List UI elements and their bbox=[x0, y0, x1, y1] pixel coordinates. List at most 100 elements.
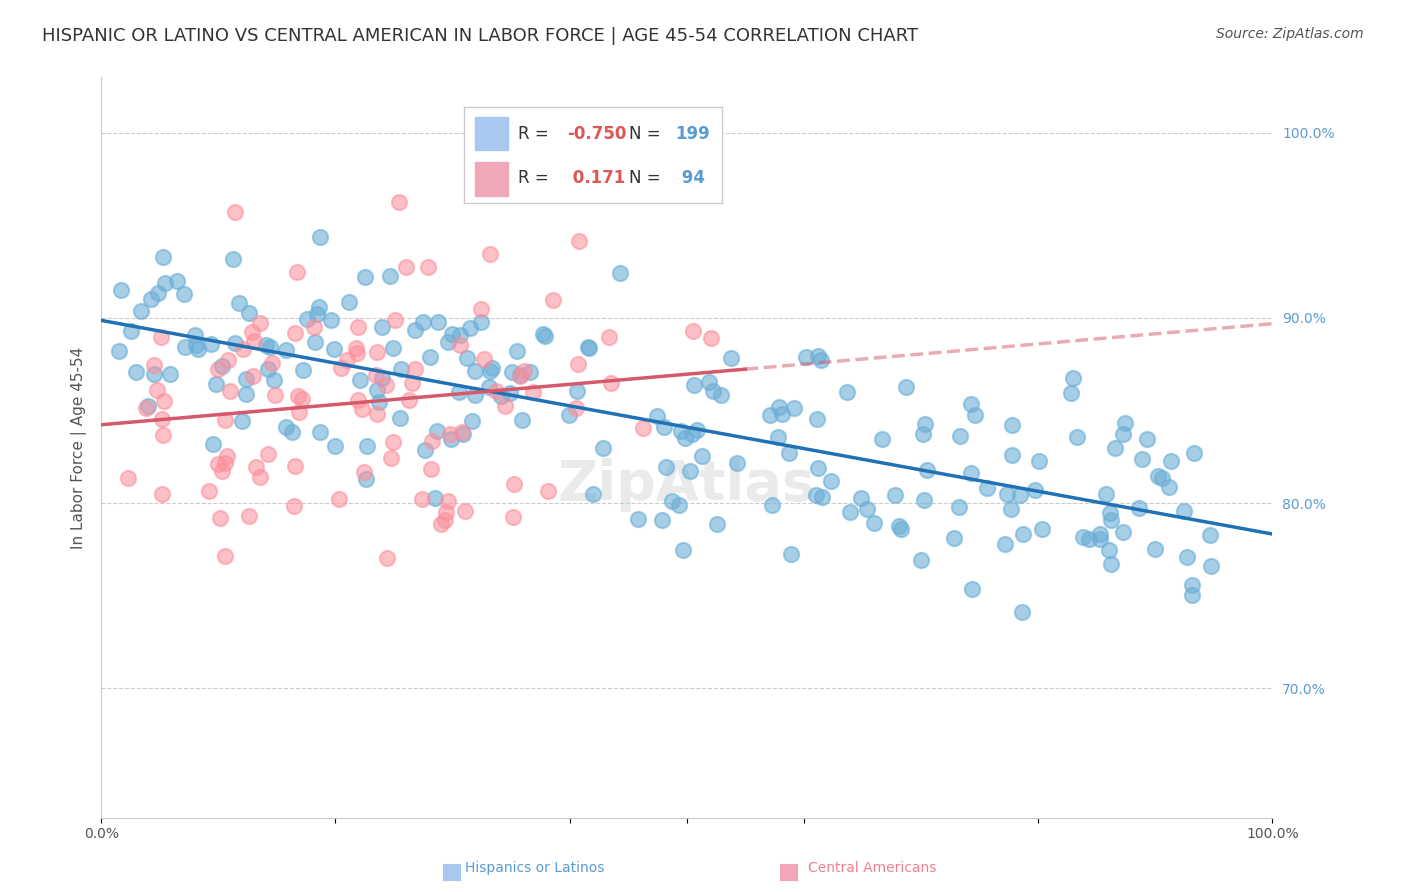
Point bbox=[349, 373, 371, 387]
Point bbox=[433, 513, 456, 527]
Point bbox=[464, 364, 486, 378]
Point bbox=[419, 462, 441, 476]
Point bbox=[896, 379, 918, 393]
Point bbox=[305, 307, 328, 321]
Point bbox=[682, 324, 704, 338]
Point bbox=[152, 428, 174, 442]
Point bbox=[401, 376, 423, 391]
Point bbox=[388, 411, 411, 425]
Point bbox=[249, 316, 271, 330]
Point bbox=[395, 260, 418, 274]
Point bbox=[382, 341, 405, 355]
Point bbox=[1028, 454, 1050, 468]
Point bbox=[491, 389, 513, 403]
Point bbox=[295, 312, 318, 326]
Point bbox=[960, 582, 983, 596]
Point bbox=[1099, 513, 1122, 527]
Point bbox=[576, 340, 599, 354]
Point bbox=[129, 304, 152, 318]
Point bbox=[1181, 588, 1204, 602]
Point bbox=[214, 456, 236, 470]
Point bbox=[436, 335, 458, 350]
Point bbox=[1010, 488, 1032, 502]
Point bbox=[276, 343, 298, 357]
Point bbox=[309, 230, 332, 244]
Point bbox=[211, 464, 233, 478]
Point bbox=[374, 378, 396, 392]
Y-axis label: In Labor Force | Age 45-54: In Labor Force | Age 45-54 bbox=[72, 346, 87, 549]
Point bbox=[205, 376, 228, 391]
Point bbox=[568, 234, 591, 248]
Point bbox=[706, 517, 728, 532]
Point bbox=[458, 321, 481, 335]
Point bbox=[228, 295, 250, 310]
Point bbox=[558, 408, 581, 422]
Point bbox=[108, 343, 131, 358]
Point bbox=[214, 549, 236, 563]
Point bbox=[870, 433, 893, 447]
Point bbox=[166, 274, 188, 288]
Point bbox=[1088, 533, 1111, 547]
Point bbox=[509, 368, 531, 382]
Point bbox=[942, 532, 965, 546]
Point bbox=[890, 523, 912, 537]
Point bbox=[849, 491, 872, 505]
Text: Source: ZipAtlas.com: Source: ZipAtlas.com bbox=[1216, 27, 1364, 41]
Point bbox=[207, 361, 229, 376]
Point bbox=[232, 342, 254, 356]
Point bbox=[145, 383, 167, 397]
Point bbox=[1114, 416, 1136, 430]
Point bbox=[337, 294, 360, 309]
Point bbox=[647, 409, 669, 423]
Point bbox=[308, 300, 330, 314]
Point bbox=[1097, 542, 1119, 557]
Point bbox=[609, 266, 631, 280]
Point bbox=[309, 425, 332, 439]
Point bbox=[117, 471, 139, 485]
Point bbox=[1150, 471, 1173, 485]
Point bbox=[1024, 483, 1046, 497]
Point bbox=[1182, 446, 1205, 460]
Point bbox=[531, 326, 554, 341]
Point bbox=[778, 446, 800, 460]
Point bbox=[398, 392, 420, 407]
Point bbox=[537, 483, 560, 498]
Point bbox=[323, 439, 346, 453]
Point bbox=[447, 384, 470, 399]
Point bbox=[633, 420, 655, 434]
Point bbox=[976, 481, 998, 495]
Point bbox=[697, 375, 720, 389]
Point bbox=[323, 342, 346, 356]
Point bbox=[219, 384, 242, 398]
Point bbox=[222, 252, 245, 266]
Point bbox=[346, 320, 368, 334]
Point bbox=[582, 487, 605, 501]
Point bbox=[375, 551, 398, 566]
Point bbox=[281, 425, 304, 440]
Point bbox=[371, 371, 394, 385]
Point bbox=[702, 384, 724, 398]
Point bbox=[720, 351, 742, 365]
Point bbox=[142, 367, 165, 381]
Point bbox=[382, 435, 405, 450]
Point bbox=[328, 492, 350, 507]
Point bbox=[456, 351, 478, 366]
Point bbox=[627, 512, 650, 526]
Point bbox=[995, 487, 1018, 501]
Point bbox=[302, 320, 325, 334]
Point bbox=[499, 385, 522, 400]
Point bbox=[1112, 426, 1135, 441]
Point bbox=[503, 477, 526, 491]
Point bbox=[948, 500, 970, 514]
Point bbox=[655, 459, 678, 474]
Point bbox=[839, 505, 862, 519]
Point bbox=[125, 365, 148, 379]
Point bbox=[1095, 487, 1118, 501]
Point bbox=[184, 337, 207, 351]
Point bbox=[440, 432, 463, 446]
Point bbox=[366, 368, 388, 382]
Point bbox=[1147, 469, 1170, 483]
Point bbox=[336, 353, 359, 368]
Point bbox=[356, 473, 378, 487]
Point bbox=[884, 488, 907, 502]
